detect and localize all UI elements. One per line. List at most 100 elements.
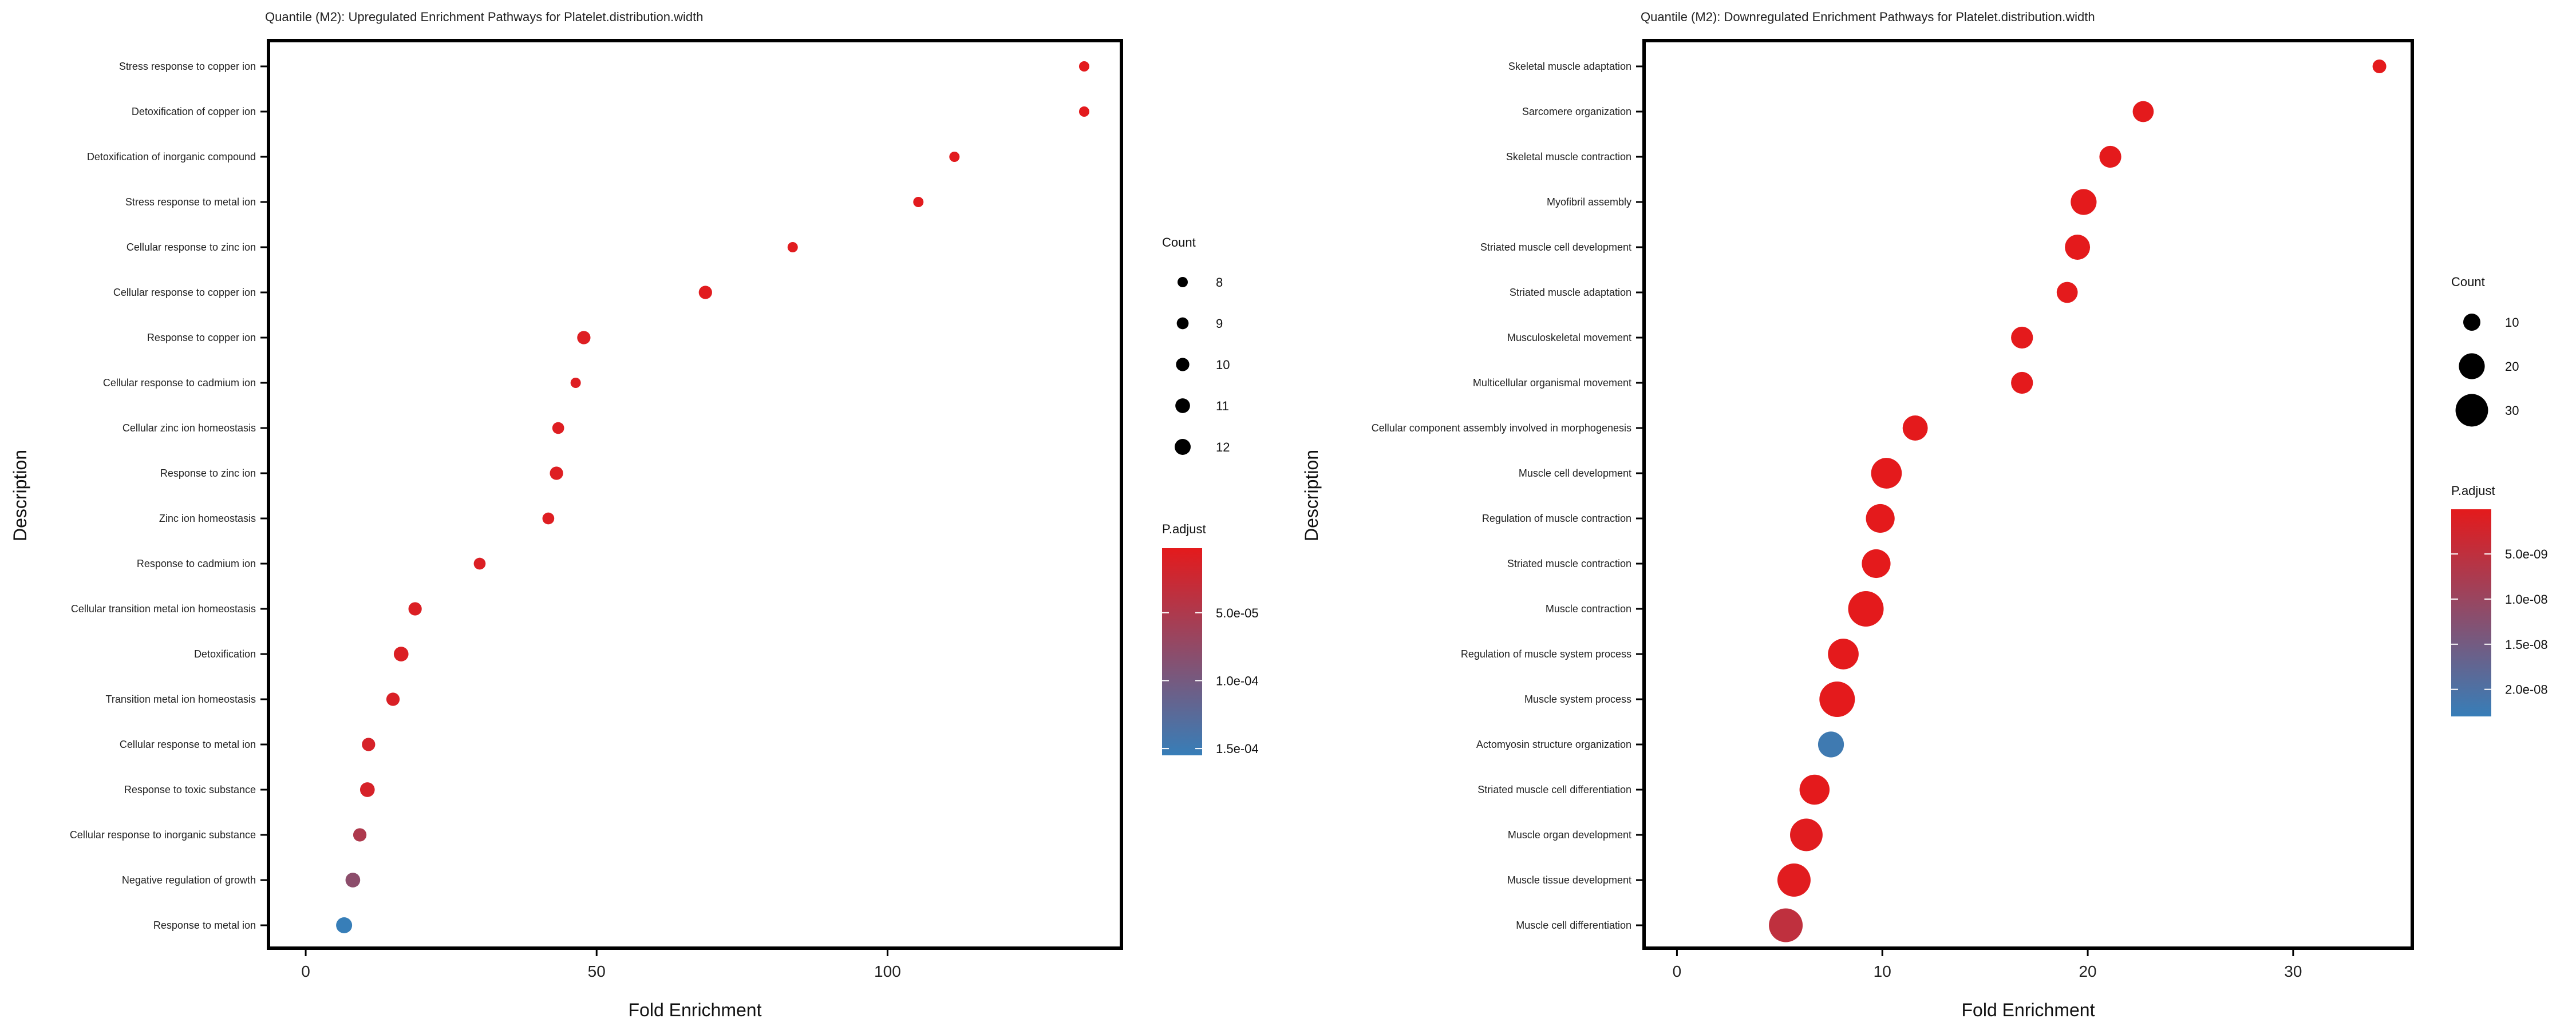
data-point [1078,61,1089,72]
category-label: Striated muscle contraction [1507,558,1631,569]
data-point [353,828,367,842]
data-point [345,873,361,888]
data-point [2132,101,2154,122]
data-points [1769,60,2387,942]
color-legend-label: 5.0e-05 [1216,606,1259,620]
data-points [336,61,1089,933]
color-legend-label: 5.0e-09 [2505,547,2548,561]
data-point [1862,549,1891,579]
category-label: Response to cadmium ion [137,558,256,569]
data-point [2011,326,2033,349]
size-legend: Count 8 9 10 11 12 [1162,235,1230,455]
x-axis-label: Fold Enrichment [629,1000,762,1020]
data-point [1818,731,1844,758]
data-point [2071,189,2097,215]
data-point [949,152,960,162]
color-legend-label: 1.0e-04 [1216,674,1259,688]
x-axis-ticks: 0 50 100 [301,950,901,980]
x-axis-ticks: 0 10 20 30 [1673,950,2302,980]
category-label: Cellular response to cadmium ion [103,377,256,389]
x-tick-label: 50 [588,962,606,980]
color-legend-title: P.adjust [2451,484,2495,498]
category-label: Regulation of muscle contraction [1482,513,1631,524]
data-point [473,557,486,570]
data-point [570,378,581,388]
data-point [1769,908,1803,942]
size-legend-label: 8 [1216,275,1223,290]
category-label: Muscle cell development [1519,468,1631,479]
y-axis-label: Description [1301,450,1322,541]
data-point [1828,639,1859,670]
x-tick-label: 10 [1874,962,1891,980]
data-point [1078,106,1089,117]
data-point [542,512,555,525]
category-label: Response to zinc ion [160,468,256,479]
data-point [2099,145,2121,168]
data-point [1777,863,1811,897]
category-label: Myofibril assembly [1547,196,1631,208]
category-label: Regulation of muscle system process [1461,648,1631,660]
size-legend-swatch [1176,317,1189,330]
color-legend-label: 1.5e-04 [1216,742,1259,756]
size-legend-label: 10 [2505,315,2519,330]
data-point [1866,504,1895,533]
category-label: Detoxification [194,648,256,660]
category-label: Skeletal muscle adaptation [1508,61,1631,72]
category-label: Response to metal ion [153,920,256,931]
data-point [2056,282,2078,303]
size-legend-title: Count [2451,275,2485,289]
color-legend: P.adjust 5.0e-09 1.0e-08 1.5e-08 2.0e-08 [2451,484,2548,716]
category-label: Cellular component assembly involved in … [1372,422,1631,434]
size-legend: Count 10 20 30 [2451,275,2519,427]
category-label: Striated muscle adaptation [1510,287,1631,298]
size-legend-label: 10 [1216,358,1230,372]
size-legend-swatch [1178,277,1188,287]
x-tick-label: 0 [1673,962,1682,980]
data-point [393,647,409,661]
category-label: Skeletal muscle contraction [1506,151,1631,163]
category-label: Transition metal ion homeostasis [106,694,256,705]
size-legend-label: 20 [2505,359,2519,374]
data-point [2011,371,2033,394]
size-legend-swatch [1175,439,1191,455]
category-label: Cellular transition metal ion homeostasi… [71,603,256,615]
size-legend-label: 9 [1216,316,1223,331]
color-legend: P.adjust 5.0e-05 1.0e-04 1.5e-04 [1162,522,1259,756]
data-point [698,286,712,299]
category-label: Sarcomere organization [1522,106,1631,117]
data-point [1819,682,1855,717]
category-label: Striated muscle cell development [1480,241,1631,253]
x-tick-label: 100 [874,962,901,980]
category-labels: Stress response to copper ion Detoxificat… [70,61,267,931]
data-point [2065,235,2091,260]
data-point [362,738,376,751]
data-point [1871,458,1902,489]
category-label: Stress response to metal ion [125,196,256,208]
size-legend-swatch [1176,358,1190,371]
x-axis-label: Fold Enrichment [1962,1000,2095,1020]
category-label: Cellular response to copper ion [113,287,256,298]
color-legend-label: 2.0e-08 [2505,683,2548,697]
data-point [1790,818,1823,851]
size-legend-swatch [1175,398,1190,413]
panel-downregulated: Quantile (M2): Downregulated Enrichment … [1301,10,2548,1020]
size-legend-swatch [2455,394,2488,427]
category-label: Cellular zinc ion homeostasis [123,422,256,434]
category-labels: Skeletal muscle adaptation Sarcomere orga… [1372,61,1642,931]
category-label: Muscle system process [1524,694,1631,705]
data-point [2372,60,2387,73]
data-point [1848,591,1884,627]
color-bar [2451,509,2491,716]
panel-upregulated: Quantile (M2): Upregulated Enrichment Pa… [10,10,1259,1020]
size-legend-title: Count [1162,235,1196,249]
data-point [1799,774,1830,805]
size-legend-label: 12 [1216,440,1230,454]
y-axis-label: Description [10,450,30,541]
data-point [550,466,563,480]
category-label: Actomyosin structure organization [1476,739,1631,750]
plot-frame [267,39,1123,950]
size-legend-label: 30 [2505,403,2519,418]
data-point [386,692,400,706]
category-label: Multicellular organismal movement [1473,377,1631,389]
